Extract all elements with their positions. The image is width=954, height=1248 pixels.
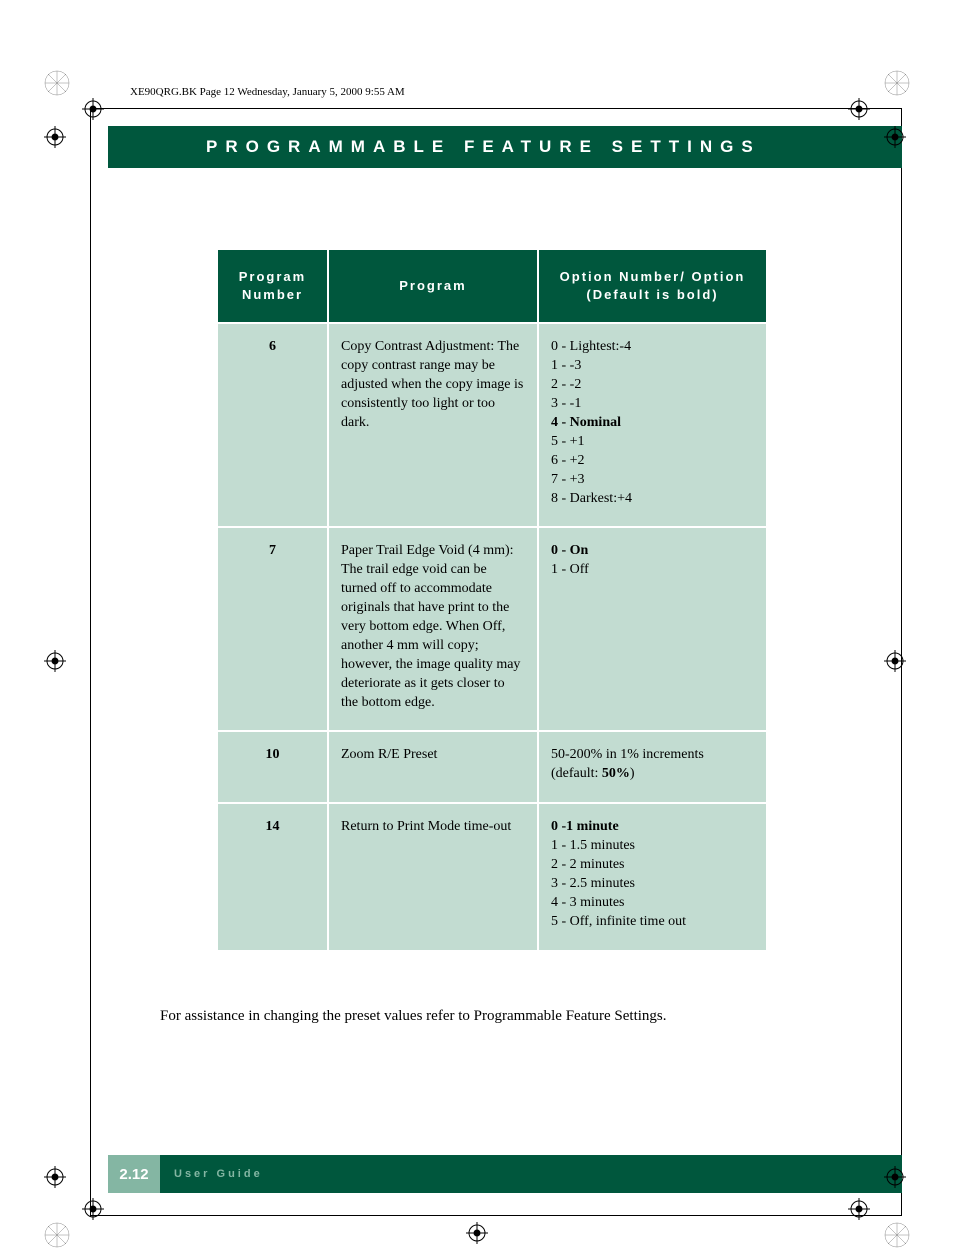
cell-program-number: 7 xyxy=(218,527,328,731)
corner-rosette-icon xyxy=(884,70,910,96)
settings-table: Program Number Program Option Number/ Op… xyxy=(218,250,766,950)
option-line: 6 - +2 xyxy=(551,452,754,471)
cell-program-desc: Return to Print Mode time-out xyxy=(328,803,538,949)
registration-target-icon xyxy=(82,1198,104,1220)
header-title: PROGRAMMABLE FEATURE SETTINGS xyxy=(206,137,761,157)
registration-target-icon xyxy=(884,650,906,672)
cell-program-desc: Paper Trail Edge Void (4 mm): The trail … xyxy=(328,527,538,731)
header-band: PROGRAMMABLE FEATURE SETTINGS xyxy=(108,126,902,168)
page-meta-text: XE90QRG.BK Page 12 Wednesday, January 5,… xyxy=(130,86,405,98)
option-line: 1 - 1.5 minutes xyxy=(551,837,754,856)
cell-options: 50-200% in 1% increments (default: 50%) xyxy=(538,731,766,803)
option-line: 1 - -3 xyxy=(551,357,754,376)
settings-table-container: Program Number Program Option Number/ Op… xyxy=(218,250,766,950)
option-line: 50-200% in 1% increments (default: 50%) xyxy=(551,746,754,784)
option-line: 3 - -1 xyxy=(551,395,754,414)
registration-target-icon xyxy=(848,98,870,120)
corner-rosette-icon xyxy=(44,1222,70,1248)
cell-options: 0 - Lightest:-41 - -32 - -23 - -14 - Nom… xyxy=(538,323,766,527)
registration-target-icon xyxy=(44,650,66,672)
cell-options: 0 - On1 - Off xyxy=(538,527,766,731)
table-row: 14Return to Print Mode time-out0 -1 minu… xyxy=(218,803,766,949)
table-row: 7Paper Trail Edge Void (4 mm): The trail… xyxy=(218,527,766,731)
registration-target-icon xyxy=(82,98,104,120)
registration-target-icon xyxy=(44,126,66,148)
th-program-number: Program Number xyxy=(218,250,328,323)
footer-page-number: 2.12 xyxy=(108,1155,160,1193)
option-line: 4 - Nominal xyxy=(551,414,754,433)
option-line: 1 - Off xyxy=(551,561,754,580)
option-line: 8 - Darkest:+4 xyxy=(551,490,754,509)
option-line: 5 - Off, infinite time out xyxy=(551,913,754,932)
option-line: 4 - 3 minutes xyxy=(551,894,754,913)
corner-rosette-icon xyxy=(44,70,70,96)
th-program: Program xyxy=(328,250,538,323)
cell-program-desc: Copy Contrast Adjustment: The copy contr… xyxy=(328,323,538,527)
option-line: 0 -1 minute xyxy=(551,818,754,837)
option-line: 0 - Lightest:-4 xyxy=(551,338,754,357)
table-row: 6Copy Contrast Adjustment: The copy cont… xyxy=(218,323,766,527)
registration-target-icon xyxy=(884,126,906,148)
option-line: 2 - -2 xyxy=(551,376,754,395)
registration-target-icon xyxy=(466,1222,488,1244)
footer-label: User Guide xyxy=(160,1155,263,1193)
registration-target-icon xyxy=(848,1198,870,1220)
option-line: 0 - On xyxy=(551,542,754,561)
registration-target-icon xyxy=(44,1166,66,1188)
cell-options: 0 -1 minute1 - 1.5 minutes2 - 2 minutes3… xyxy=(538,803,766,949)
corner-rosette-icon xyxy=(884,1222,910,1248)
option-line: 5 - +1 xyxy=(551,433,754,452)
cell-program-desc: Zoom R/E Preset xyxy=(328,731,538,803)
option-line: 7 - +3 xyxy=(551,471,754,490)
cell-program-number: 10 xyxy=(218,731,328,803)
th-option: Option Number/ Option (Default is bold) xyxy=(538,250,766,323)
cell-program-number: 14 xyxy=(218,803,328,949)
cell-program-number: 6 xyxy=(218,323,328,527)
table-row: 10Zoom R/E Preset 50-200% in 1% increment… xyxy=(218,731,766,803)
option-line: 2 - 2 minutes xyxy=(551,856,754,875)
option-line: 3 - 2.5 minutes xyxy=(551,875,754,894)
assistance-note: For assistance in changing the preset va… xyxy=(160,1008,840,1025)
footer-band: 2.12 User Guide xyxy=(108,1155,902,1193)
registration-target-icon xyxy=(884,1166,906,1188)
